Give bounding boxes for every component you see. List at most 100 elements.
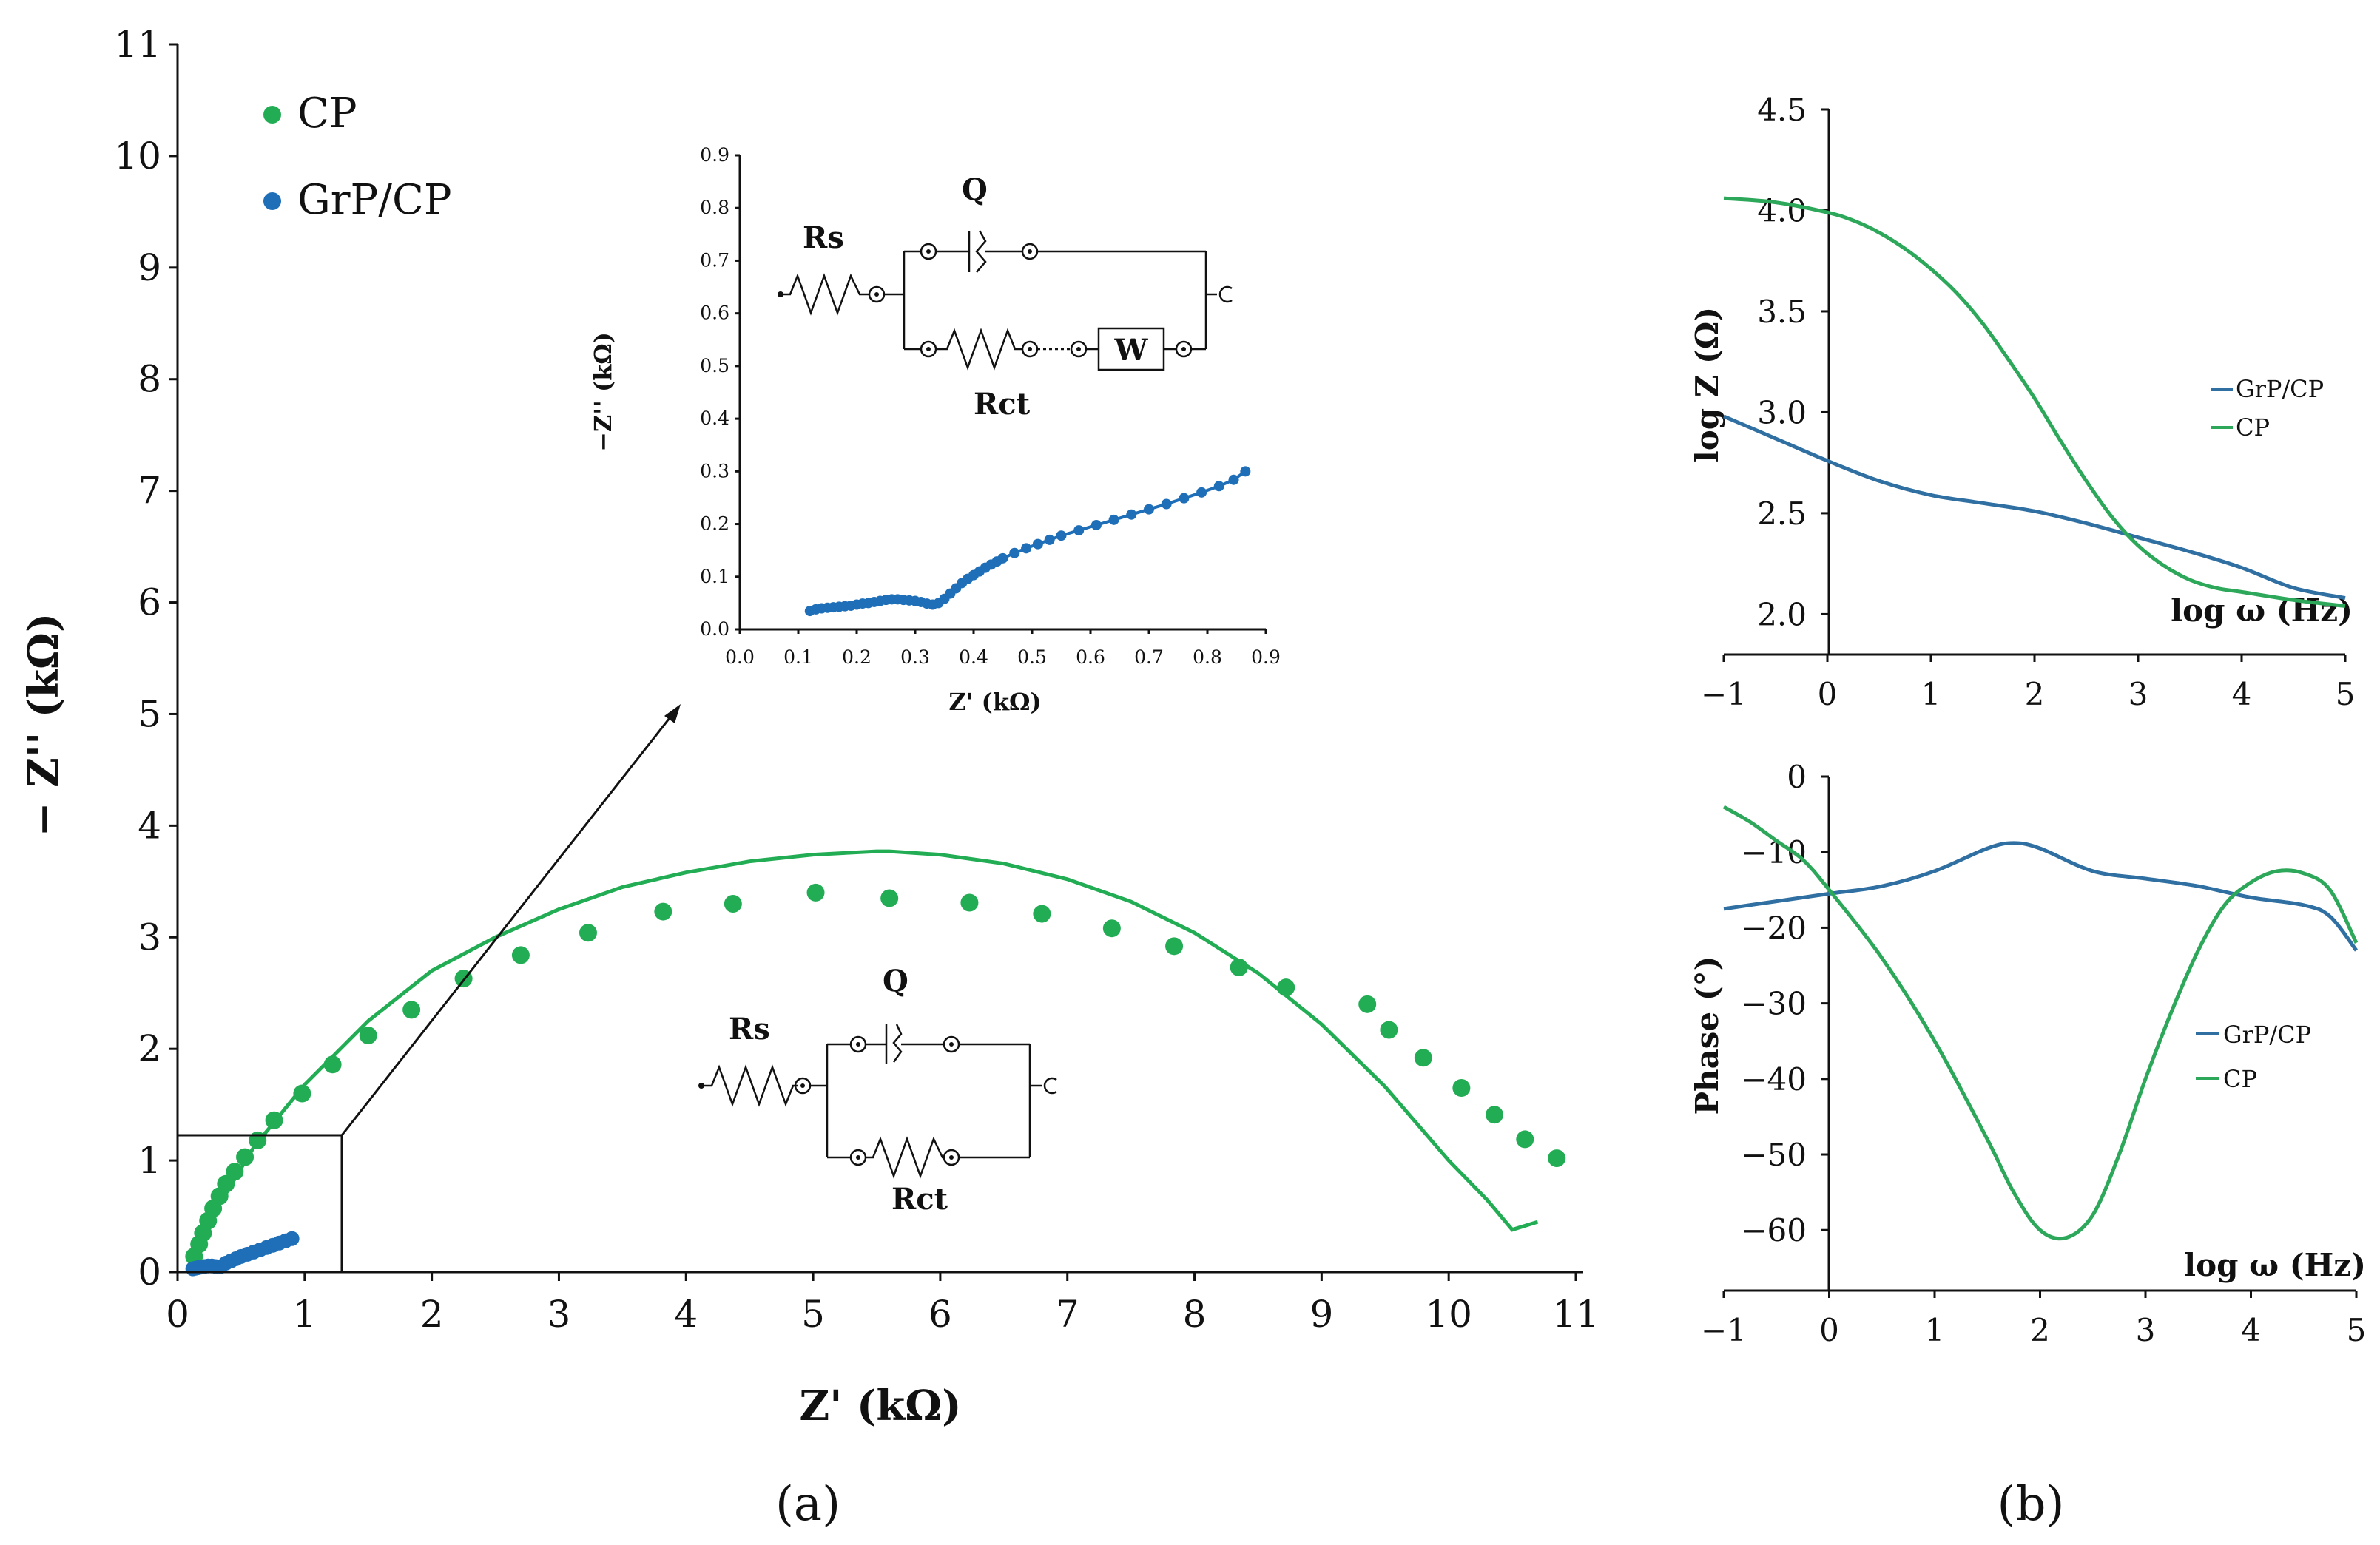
main-grp-point xyxy=(284,1231,300,1246)
inset-y-tick-label: 0.5 xyxy=(700,355,729,376)
main-cp-point xyxy=(1380,1021,1398,1039)
btop-y-ticks: 2.0 2.5 3.0 3.5 4.0 4.5 xyxy=(1757,92,1829,632)
circuit-main-q-node-left-dot xyxy=(856,1042,860,1047)
inset-x-tick-label: 0.0 xyxy=(725,646,755,668)
legend-marker-grp xyxy=(263,192,281,210)
main-x-tick-label: 1 xyxy=(293,1293,317,1336)
main-cp-point xyxy=(724,895,742,913)
circuit-inset-terminal-right xyxy=(1218,285,1233,303)
main-cp-point xyxy=(1358,995,1377,1013)
bbot-x-axis-label: log ω (Hz) xyxy=(2184,1247,2366,1283)
legend-label-cp: CP xyxy=(297,89,357,138)
btop-y-tick-label: 2.0 xyxy=(1757,596,1807,632)
circuit-inset-label-rct: Rct xyxy=(974,387,1031,422)
circuit-main-label-rs: Rs xyxy=(729,1012,770,1047)
inset-x-tick-label: 0.2 xyxy=(842,646,872,668)
bbot-x-tick-label: 2 xyxy=(2030,1312,2050,1348)
circuit-inset-terminal-left xyxy=(778,291,783,297)
circuit-inset-node-dot xyxy=(874,292,879,297)
bbot-y-ticks: 0−10−20−30−40−50−60 xyxy=(1741,759,1829,1248)
inset-grp-point xyxy=(1009,547,1020,558)
btop-x-tick-label: 2 xyxy=(2025,676,2045,712)
btop-y-axis-label: log Z (Ω) xyxy=(1689,307,1725,462)
inset-y-tick-label: 0.6 xyxy=(700,302,729,324)
circuit-inset-q-node-right-dot xyxy=(1028,249,1032,254)
main-y-tick-label: 4 xyxy=(138,804,161,847)
main-cp-point xyxy=(1165,937,1184,956)
bbot-x-tick-label: 4 xyxy=(2241,1312,2261,1348)
bbot-series-group xyxy=(1722,805,2359,1241)
main-cp-point xyxy=(236,1148,254,1166)
inset-y-tick-label: 0.7 xyxy=(700,249,729,271)
circuit-main-q-cpe xyxy=(892,1024,903,1063)
inset-grp-point xyxy=(1021,543,1032,554)
inset-x-tick-label: 0.7 xyxy=(1134,646,1164,668)
panel-a-inset-chart: 0.0 0.1 0.2 0.3 0.4 0.5 0.6 0.7 0.8 0.9 0.0 0.1 0.2… xyxy=(589,144,1281,716)
bbot-y-tick-label: −30 xyxy=(1741,986,1807,1022)
panel-label-b: (b) xyxy=(1998,1477,2065,1532)
btop-x-tick-label: −1 xyxy=(1701,676,1747,712)
inset-y-tick-label: 0.2 xyxy=(700,513,729,535)
main-cp-point xyxy=(402,1001,421,1019)
bbot-legend-label-grp: GrP/CP xyxy=(2223,1021,2311,1049)
main-cp-point xyxy=(1516,1130,1534,1149)
inset-grp-line xyxy=(809,470,1247,613)
main-x-tick-label: 5 xyxy=(801,1293,825,1336)
btop-legend: GrP/CP CP xyxy=(2211,375,2324,442)
main-x-tick-label: 3 xyxy=(547,1293,571,1336)
inset-x-tick-label: 0.1 xyxy=(783,646,813,668)
circuit-inset-w-node-left-dot xyxy=(1076,347,1081,351)
zoom-arrow-head xyxy=(664,704,681,723)
panel-b-bottom-chart: 0 −1 0 −20 −30 −40 −50 −60 −1 0 1 2 3 4 5 Phase (°) l… xyxy=(1689,759,2366,1348)
inset-x-tick-label: 0.4 xyxy=(959,646,988,668)
circuit-main-node-dot xyxy=(800,1083,805,1088)
bbot-y-axis-label: Phase (°) xyxy=(1689,956,1725,1115)
inset-x-tick-label: 0.3 xyxy=(900,646,930,668)
panel-a-main-chart: 0 1 2 3 4 5 6 7 8 9 10 11 0 1 2 3 4 5 6 7 8 9 10 11 − Z'' (kΩ)… xyxy=(19,23,1599,1430)
bbot-x-tick-label: 1 xyxy=(1925,1312,1945,1348)
main-x-axis-label: Z' (kΩ) xyxy=(799,1382,961,1430)
btop-series-line-cp xyxy=(1723,196,2346,608)
main-y-tick-label: 10 xyxy=(114,135,161,178)
bbot-x-ticks: −1 0 1 2 3 4 5 xyxy=(1701,1291,2366,1348)
panel-label-a: (a) xyxy=(775,1477,840,1532)
inset-grp-point xyxy=(1213,481,1224,492)
inset-grp-point xyxy=(1108,514,1119,525)
btop-legend-label-cp: CP xyxy=(2236,413,2270,442)
btop-y-tick-label: 4.0 xyxy=(1757,192,1807,229)
circuit-inset-w-node-right-dot xyxy=(1181,347,1186,351)
main-y-tick-label: 8 xyxy=(138,358,161,401)
main-cp-point xyxy=(1033,905,1051,923)
inset-grp-point xyxy=(1240,466,1251,477)
main-x-ticks: 0 1 2 3 4 5 6 7 8 9 10 11 xyxy=(166,1272,1599,1336)
inset-grp-point xyxy=(1126,509,1137,520)
bbot-x-tick-label: −1 xyxy=(1701,1312,1747,1348)
btop-x-tick-label: 3 xyxy=(2128,676,2148,712)
inset-grp-point xyxy=(997,552,1008,564)
main-y-tick-label: 9 xyxy=(138,246,161,289)
main-cp-point xyxy=(1230,959,1248,977)
inset-x-ticks: 0.0 0.1 0.2 0.3 0.4 0.5 0.6 0.7 0.8 0.9 xyxy=(725,629,1281,668)
main-cp-point xyxy=(226,1163,244,1181)
inset-y-tick-label: 0.3 xyxy=(700,460,729,481)
circuit-inset-q-cpe xyxy=(975,230,987,273)
main-x-tick-label: 2 xyxy=(420,1293,444,1336)
btop-x-tick-label: 1 xyxy=(1921,676,1941,712)
inset-grp-point xyxy=(1161,498,1172,510)
main-x-tick-label: 4 xyxy=(674,1293,698,1336)
btop-y-tick-label: 3.5 xyxy=(1757,294,1807,330)
main-legend: CP GrP/CP xyxy=(263,89,452,224)
main-cp-point xyxy=(806,883,825,902)
circuit-main-rct-resistor xyxy=(866,1136,944,1179)
main-y-tick-label: 2 xyxy=(138,1027,161,1070)
main-cp-point xyxy=(359,1027,377,1045)
circuit-main-terminal-right xyxy=(1043,1077,1057,1095)
main-series-group xyxy=(185,849,1566,1277)
inset-grp-point xyxy=(1032,538,1043,550)
btop-y-tick-label: 2.5 xyxy=(1757,496,1807,532)
inset-y-tick-label: 0.0 xyxy=(700,618,729,640)
main-y-tick-label: 0 xyxy=(138,1251,161,1294)
circuit-main-q-node-right-dot xyxy=(949,1042,954,1047)
btop-legend-label-grp: GrP/CP xyxy=(2236,375,2324,403)
